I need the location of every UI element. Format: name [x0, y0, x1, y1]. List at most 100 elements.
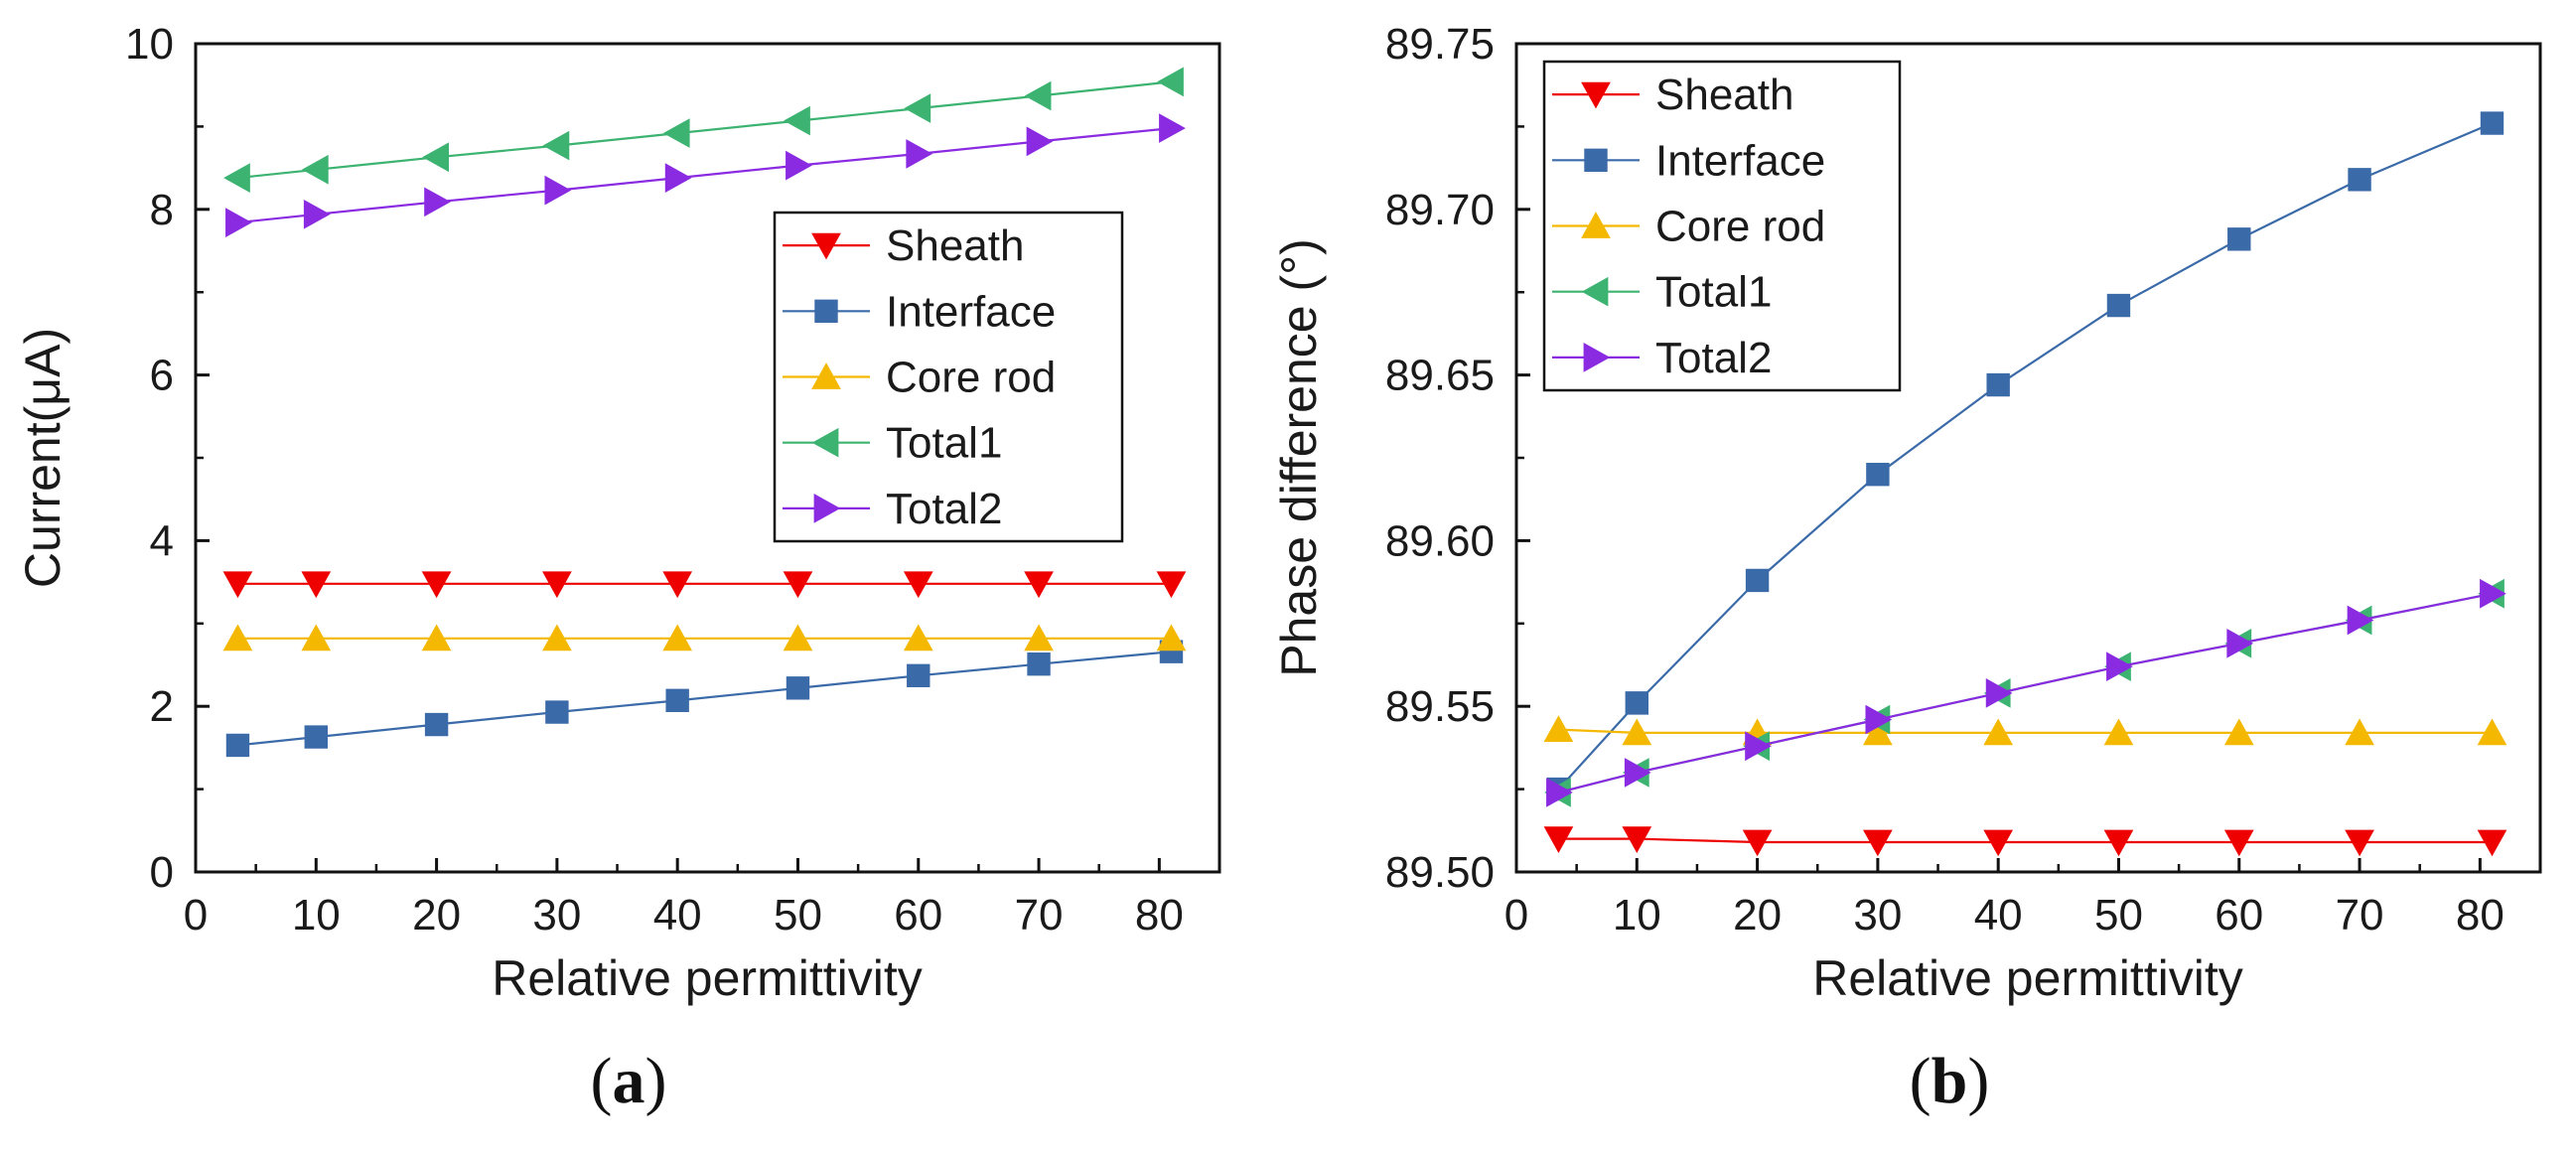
y-axis-label: Current(μA): [15, 328, 71, 588]
y-tick-label: 0: [150, 848, 174, 897]
data-point-interface: [1986, 372, 2010, 397]
legend-label-interface: Interface: [1655, 136, 1825, 185]
data-point-core-rod: [1543, 715, 1574, 742]
y-tick-label: 2: [150, 682, 174, 731]
data-point-core-rod: [1863, 718, 1893, 746]
x-tick-label: 0: [1504, 891, 1528, 939]
legend-marker-core-rod: [811, 362, 841, 389]
data-point-sheath: [421, 571, 452, 599]
data-point-sheath: [662, 571, 693, 599]
x-tick-label: 80: [1135, 891, 1184, 939]
x-axis-label: Relative permittivity: [1812, 950, 2242, 1006]
data-point-interface: [1866, 462, 1890, 487]
data-point-core-rod: [1024, 624, 1054, 651]
x-tick-label: 30: [1853, 891, 1902, 939]
data-point-sheath: [1156, 571, 1187, 599]
data-point-total2: [544, 175, 572, 206]
y-tick-label: 10: [125, 20, 174, 69]
y-tick-label: 6: [150, 352, 174, 400]
data-point-total2: [1026, 126, 1054, 157]
data-point-core-rod: [542, 624, 572, 651]
data-point-sheath: [1622, 826, 1652, 853]
x-tick-label: 10: [1613, 891, 1661, 939]
data-point-total2: [2480, 578, 2506, 609]
data-point-interface: [1625, 691, 1648, 715]
data-point-interface: [2348, 168, 2371, 192]
legend-marker-total2: [1583, 343, 1611, 372]
data-point-sheath: [2345, 829, 2374, 857]
y-axis-label: Phase difference (°): [1271, 238, 1327, 677]
data-point-core-rod: [1983, 718, 2014, 746]
data-point-core-rod: [1156, 624, 1187, 651]
data-point-total1: [904, 93, 931, 123]
data-point-core-rod: [2223, 718, 2254, 746]
data-point-sheath: [783, 571, 813, 599]
data-point-core-rod: [301, 624, 332, 651]
data-point-total1: [422, 142, 449, 173]
series-total2: [225, 113, 1186, 237]
data-point-core-rod: [2345, 718, 2374, 746]
data-point-interface: [2106, 293, 2131, 318]
data-point-sheath: [2477, 829, 2507, 857]
legend-label-core-rod: Core rod: [1655, 203, 1825, 251]
x-tick-label: 30: [532, 891, 581, 939]
legend-label-total2: Total2: [1655, 334, 1772, 382]
legend-label-total2: Total2: [886, 485, 1002, 533]
data-point-total1: [784, 105, 810, 136]
x-tick-label: 80: [2456, 891, 2504, 939]
data-point-interface: [1027, 651, 1051, 676]
y-tick-label: 89.50: [1385, 848, 1495, 897]
data-point-interface: [424, 712, 449, 737]
legend-marker-total2: [813, 494, 841, 523]
legend-marker-sheath: [1581, 81, 1611, 109]
data-point-interface: [2480, 111, 2504, 135]
x-tick-label: 20: [1733, 891, 1782, 939]
legend-marker-sheath: [811, 232, 841, 260]
data-point-total2: [1546, 778, 1573, 807]
data-point-sheath: [1742, 829, 1773, 857]
x-tick-label: 20: [412, 891, 461, 939]
y-tick-label: 89.60: [1385, 516, 1495, 565]
legend-label-total1: Total1: [886, 419, 1002, 468]
series-core-rod: [1543, 715, 2507, 746]
data-point-core-rod: [2103, 718, 2134, 746]
series-sheath: [222, 571, 1187, 599]
data-point-sheath: [2223, 829, 2254, 857]
series-total1: [223, 67, 1184, 193]
x-axis-label: Relative permittivity: [492, 950, 922, 1006]
data-point-core-rod: [2477, 718, 2507, 746]
chart-panel-b: 0 10 20 30 40 50 60 70 80 89.50 89.55 89.60 89.65 89.…: [1271, 20, 2542, 1117]
data-point-total2: [2106, 651, 2133, 682]
x-tick-label: 0: [184, 891, 208, 939]
data-point-total2: [1985, 678, 2013, 708]
data-point-core-rod: [783, 624, 813, 651]
data-point-interface: [225, 733, 250, 758]
data-point-total2: [786, 150, 812, 181]
legend-marker-interface: [1584, 148, 1608, 172]
legend-label-core-rod: Core rod: [886, 354, 1056, 402]
y-tick-label: 89.55: [1385, 682, 1495, 731]
data-point-total2: [1159, 113, 1186, 143]
legend-label-sheath: Sheath: [886, 221, 1024, 270]
data-point-total2: [424, 187, 451, 217]
data-point-total2: [1865, 704, 1893, 735]
y-tick-label: 89.70: [1385, 186, 1495, 234]
data-point-core-rod: [222, 624, 253, 651]
legend-marker-total1: [1581, 276, 1609, 307]
panel-label: (a): [591, 1045, 667, 1117]
x-tick-label: 70: [1015, 891, 1064, 939]
data-point-total1: [1157, 67, 1184, 97]
legend-label-total1: Total1: [1655, 268, 1772, 317]
data-point-sheath: [903, 571, 933, 599]
data-point-total2: [906, 139, 933, 169]
x-tick-label: 60: [2215, 891, 2263, 939]
data-point-interface: [2227, 227, 2251, 251]
x-tick-label: 60: [894, 891, 942, 939]
data-point-total1: [223, 163, 250, 193]
data-point-sheath: [1983, 829, 2014, 857]
legend-marker-core-rod: [1581, 212, 1611, 238]
data-point-core-rod: [421, 624, 452, 651]
x-tick-label: 40: [1974, 891, 2023, 939]
x-tick-label: 70: [2336, 891, 2384, 939]
